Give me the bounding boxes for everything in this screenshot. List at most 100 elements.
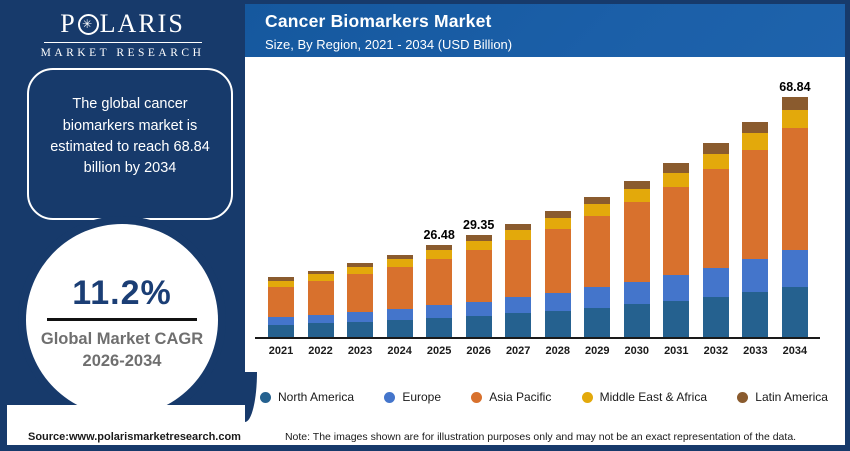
bar-value-label-2026: 29.35 — [463, 218, 495, 233]
year-label-2028: 2028 — [545, 345, 570, 357]
bar-2031-segment-middle-east-africa — [663, 172, 690, 187]
bar-2026-segment-middle-east-africa — [465, 240, 492, 250]
cagr-circle: 11.2% Global Market CAGR 2026-2034 — [26, 224, 218, 416]
legend-label: Asia Pacific — [489, 390, 552, 404]
logo-text-p: P — [60, 9, 77, 38]
bar-2025-segment-middle-east-africa — [426, 250, 453, 259]
bar-2024 — [386, 254, 413, 338]
logo-wordmark: P ✳ LARIS — [60, 9, 185, 39]
bar-2033-segment-north-america — [742, 292, 769, 338]
bar-2027 — [505, 223, 532, 338]
bar-2027-segment-asia-pacific — [505, 239, 532, 298]
bar-2033-segment-europe — [742, 259, 769, 293]
year-label-2030: 2030 — [624, 345, 650, 357]
legend-item-middle-east-africa: Middle East & Africa — [581, 390, 707, 404]
bar-2032-segment-middle-east-africa — [702, 153, 729, 170]
bar-2021-segment-latin-america — [268, 277, 294, 281]
bar-2033-segment-asia-pacific — [742, 149, 769, 260]
chart-legend: North America Europe Asia Pacific Middle Ea… — [260, 390, 828, 404]
note-text: Note: The images shown are for illustrat… — [284, 430, 797, 443]
year-label-2025: 2025 — [426, 345, 452, 357]
bar-2023-segment-latin-america — [347, 263, 374, 268]
bar-2028-segment-asia-pacific — [544, 228, 571, 293]
bar-2030 — [623, 180, 650, 338]
bar-2034-segment-europe — [781, 250, 808, 288]
bar-2024-segment-asia-pacific — [386, 266, 413, 309]
year-label-2022: 2022 — [308, 345, 333, 357]
bar-2031-segment-asia-pacific — [663, 186, 690, 275]
bar-2022-segment-middle-east-africa — [307, 274, 334, 281]
bar-2024-segment-europe — [386, 308, 413, 320]
bar-2028-segment-middle-east-africa — [544, 217, 571, 229]
legend-dot-icon — [260, 391, 271, 403]
year-label-2029: 2029 — [585, 345, 610, 357]
source-text: Source:www.polarismarketresearch.com — [28, 430, 241, 443]
legend-label: Middle East & Africa — [599, 390, 707, 404]
bar-2030-segment-north-america — [623, 304, 650, 338]
year-label-2031: 2031 — [664, 345, 689, 357]
bar-2034-segment-asia-pacific — [781, 128, 808, 251]
bar-2023-segment-europe — [347, 311, 374, 322]
bar-2032-segment-latin-america — [702, 143, 729, 154]
year-label-2023: 2023 — [347, 345, 373, 357]
bar-2033 — [742, 121, 769, 338]
bar-2028 — [544, 210, 571, 338]
legend-label: North America — [278, 390, 355, 404]
bar-2032 — [702, 143, 729, 338]
bar-2031-segment-latin-america — [663, 163, 690, 173]
bar-2027-segment-north-america — [505, 313, 532, 338]
legend-dot-icon — [471, 391, 483, 403]
bar-2028-segment-north-america — [544, 310, 571, 338]
bar-2023-segment-north-america — [347, 321, 374, 338]
year-label-2034: 2034 — [782, 345, 808, 357]
legend-item-north-america: North America — [260, 390, 354, 404]
bar-2021-segment-north-america — [268, 324, 294, 338]
header-bar: Cancer Biomarkers Market Size, By Region… — [245, 4, 845, 57]
bar-2022-segment-asia-pacific — [307, 280, 334, 315]
bar-2025: 26.48 — [423, 228, 455, 338]
bar-2023 — [347, 263, 374, 338]
bar-2025-segment-latin-america — [426, 245, 453, 251]
bar-value-label-2034: 68.84 — [779, 80, 811, 95]
polaris-logo: P ✳ LARIS MARKET RESEARCH — [0, 9, 245, 59]
logo-tagline: MARKET RESEARCH — [40, 47, 205, 59]
year-label-2033: 2033 — [743, 345, 768, 357]
bar-2030-segment-asia-pacific — [623, 202, 650, 282]
bar-2021 — [268, 277, 294, 338]
bar-2030-segment-europe — [623, 281, 650, 305]
bar-2025-segment-europe — [426, 305, 453, 318]
bar-2031-segment-europe — [663, 274, 690, 301]
bar-2027-segment-middle-east-africa — [505, 229, 532, 240]
bar-2026-segment-asia-pacific — [465, 249, 492, 302]
x-axis-labels: 2021 2022 2023 2024 2025 2026 2027 2028 2029 2030… — [262, 345, 814, 357]
bar-2026-segment-europe — [465, 301, 492, 316]
bar-2031-segment-north-america — [663, 300, 690, 338]
bar-2026-segment-north-america — [465, 315, 492, 338]
bar-2030-segment-middle-east-africa — [623, 189, 650, 203]
bar-2029-segment-north-america — [584, 307, 611, 338]
star-glyph: ✳ — [82, 17, 95, 31]
year-label-2026: 2026 — [466, 345, 491, 357]
cagr-label-line2: 2026-2034 — [82, 352, 162, 370]
year-label-2032: 2032 — [703, 345, 729, 357]
bar-2022-segment-europe — [307, 314, 334, 324]
bar-2029-segment-middle-east-africa — [584, 204, 611, 217]
bar-2034: 68.84 — [779, 80, 811, 338]
bar-2027-segment-latin-america — [505, 223, 532, 230]
cagr-value: 11.2% — [72, 273, 172, 312]
compass-star-icon: ✳ — [77, 13, 99, 35]
bar-2033-segment-middle-east-africa — [742, 133, 769, 150]
legend-item-asia-pacific: Asia Pacific — [471, 390, 551, 404]
bar-2028-segment-europe — [544, 292, 571, 311]
bar-2034-segment-latin-america — [781, 97, 808, 111]
bar-2030-segment-latin-america — [623, 180, 650, 190]
bar-2025-segment-asia-pacific — [426, 258, 453, 306]
footer-strip: Source:www.polarismarketresearch.com Not… — [7, 428, 845, 445]
cagr-label: Global Market CAGR 2026-2034 — [41, 328, 203, 373]
bar-2033-segment-latin-america — [742, 121, 769, 134]
page-title: Cancer Biomarkers Market — [265, 11, 492, 31]
year-label-2024: 2024 — [387, 345, 412, 357]
logo-divider-line — [43, 42, 202, 43]
bar-2028-segment-latin-america — [544, 210, 571, 218]
bar-2029-segment-latin-america — [584, 196, 611, 205]
